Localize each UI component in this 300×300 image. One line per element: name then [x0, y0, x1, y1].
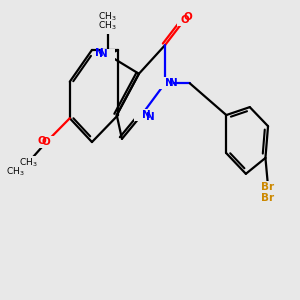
- Text: Br: Br: [262, 182, 275, 191]
- FancyBboxPatch shape: [177, 14, 192, 26]
- Text: O: O: [42, 137, 51, 147]
- Text: N: N: [169, 78, 178, 88]
- Text: O: O: [38, 136, 46, 146]
- Text: CH$_3$: CH$_3$: [19, 157, 38, 169]
- Text: N: N: [142, 110, 150, 120]
- Text: O: O: [180, 15, 189, 25]
- Text: CH$_3$: CH$_3$: [98, 20, 117, 32]
- FancyBboxPatch shape: [158, 77, 172, 89]
- Text: N: N: [146, 112, 154, 122]
- FancyBboxPatch shape: [97, 21, 118, 34]
- FancyBboxPatch shape: [39, 136, 54, 148]
- Text: CH$_3$: CH$_3$: [6, 166, 25, 178]
- FancyBboxPatch shape: [134, 109, 149, 121]
- Text: N: N: [99, 49, 107, 59]
- Text: N: N: [95, 48, 103, 58]
- FancyBboxPatch shape: [258, 181, 278, 193]
- FancyBboxPatch shape: [100, 49, 115, 61]
- Text: N: N: [165, 78, 174, 88]
- Text: CH$_3$: CH$_3$: [98, 11, 117, 23]
- Text: O: O: [183, 12, 192, 22]
- Text: Br: Br: [262, 193, 275, 202]
- FancyBboxPatch shape: [15, 156, 41, 169]
